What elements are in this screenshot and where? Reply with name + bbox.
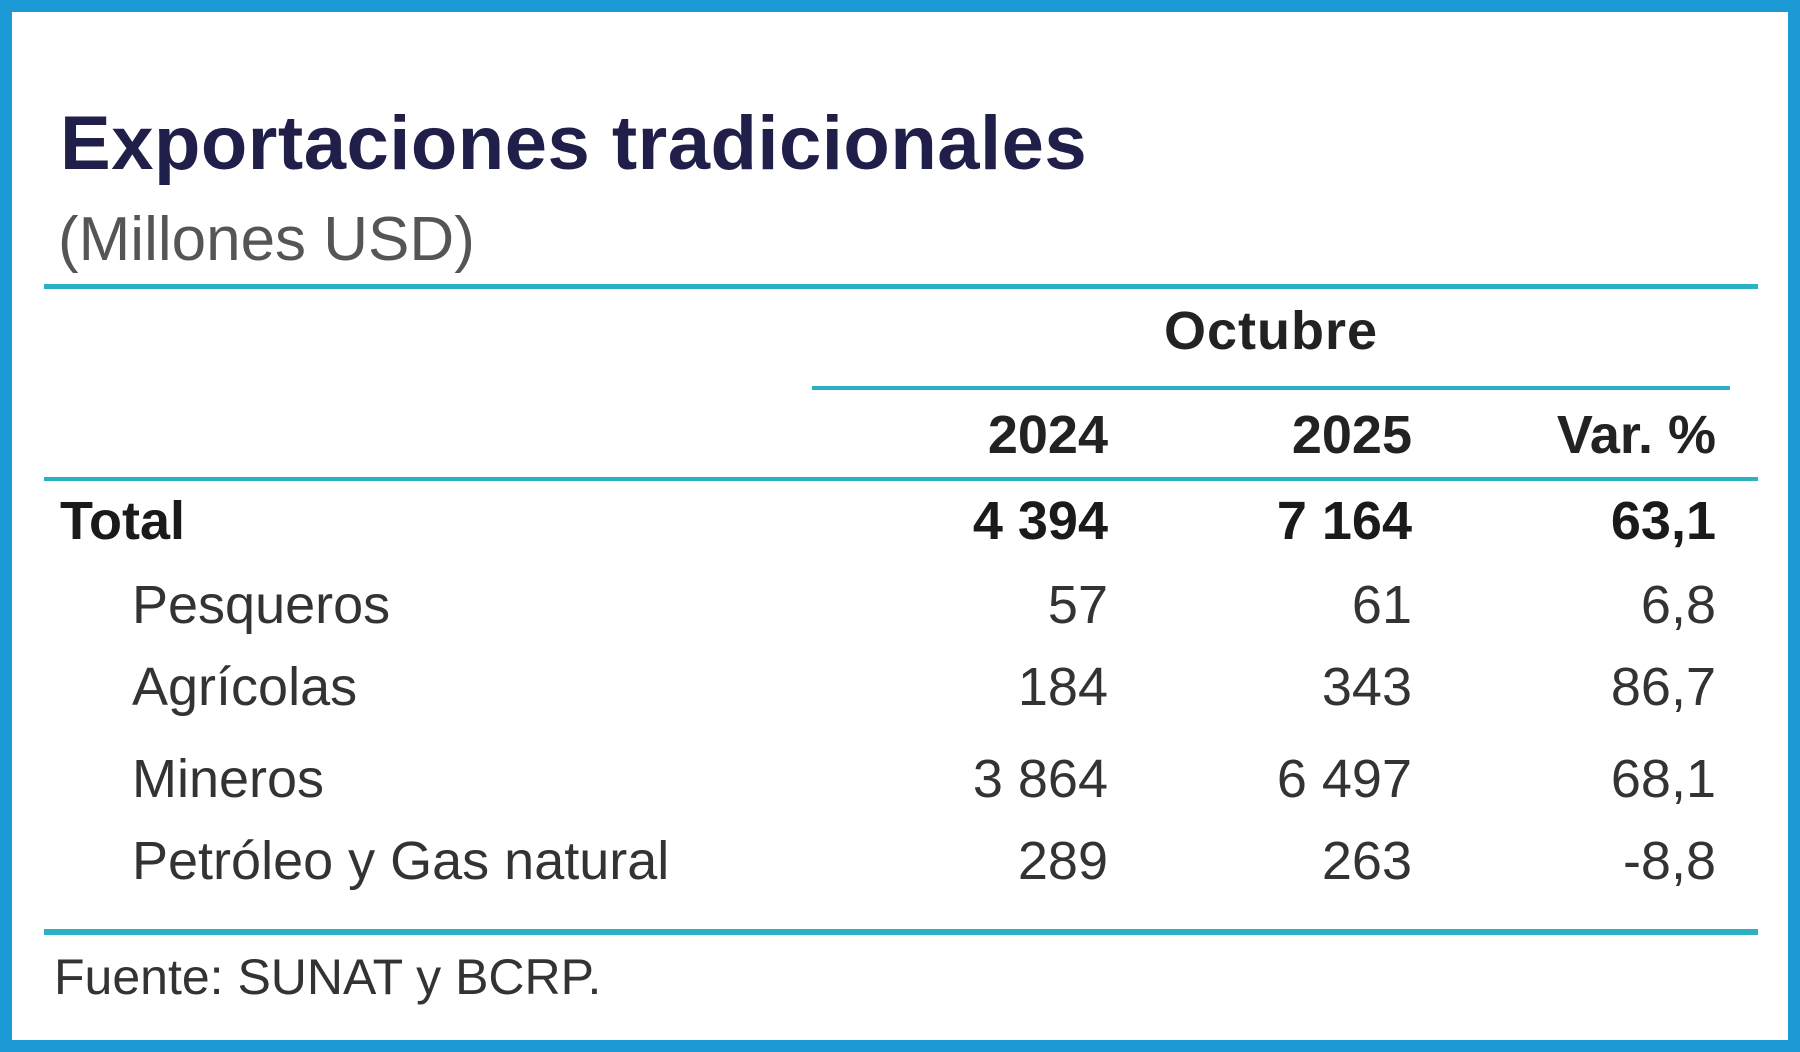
cell-total-2024: 4 394 (972, 491, 1108, 551)
cell-mineros-2025: 6 497 (1276, 749, 1412, 809)
column-header-variation: Var. % (1556, 405, 1716, 465)
row-label-total: Total (60, 491, 185, 551)
cell-pesqueros-2025: 61 (1351, 575, 1412, 635)
page-title: Exportaciones tradicionales (60, 101, 1088, 186)
cell-mineros-variation: 68,1 (1610, 749, 1716, 809)
header-rule (44, 477, 1758, 481)
page-subtitle: (Millones USD) (58, 205, 475, 274)
bottom-rule (44, 929, 1758, 935)
group-header-rule (812, 386, 1730, 390)
cell-petroleo-gas-2025: 263 (1321, 831, 1412, 891)
column-header-2025: 2025 (1291, 405, 1412, 465)
cell-total-variation: 63,1 (1610, 491, 1716, 551)
cell-pesqueros-2024: 57 (1047, 575, 1108, 635)
cell-agricolas-2024: 184 (1017, 657, 1108, 717)
cell-total-2025: 7 164 (1276, 491, 1412, 551)
cell-mineros-2024: 3 864 (972, 749, 1108, 809)
cell-petroleo-gas-2024: 289 (1017, 831, 1108, 891)
row-label-pesqueros: Pesqueros (132, 575, 391, 635)
cell-petroleo-gas-variation: -8,8 (1622, 831, 1716, 891)
row-label-agricolas: Agrícolas (132, 657, 358, 717)
cell-pesqueros-variation: 6,8 (1640, 575, 1716, 635)
column-group-header: Octubre (1163, 301, 1379, 361)
row-label-mineros: Mineros (132, 749, 325, 809)
source-note: Fuente: SUNAT y BCRP. (54, 949, 602, 1005)
cell-agricolas-2025: 343 (1321, 657, 1412, 717)
row-label-petroleo-gas: Petróleo y Gas natural (132, 831, 670, 891)
top-rule (44, 284, 1758, 289)
cell-agricolas-variation: 86,7 (1610, 657, 1716, 717)
column-header-2024: 2024 (987, 405, 1108, 465)
